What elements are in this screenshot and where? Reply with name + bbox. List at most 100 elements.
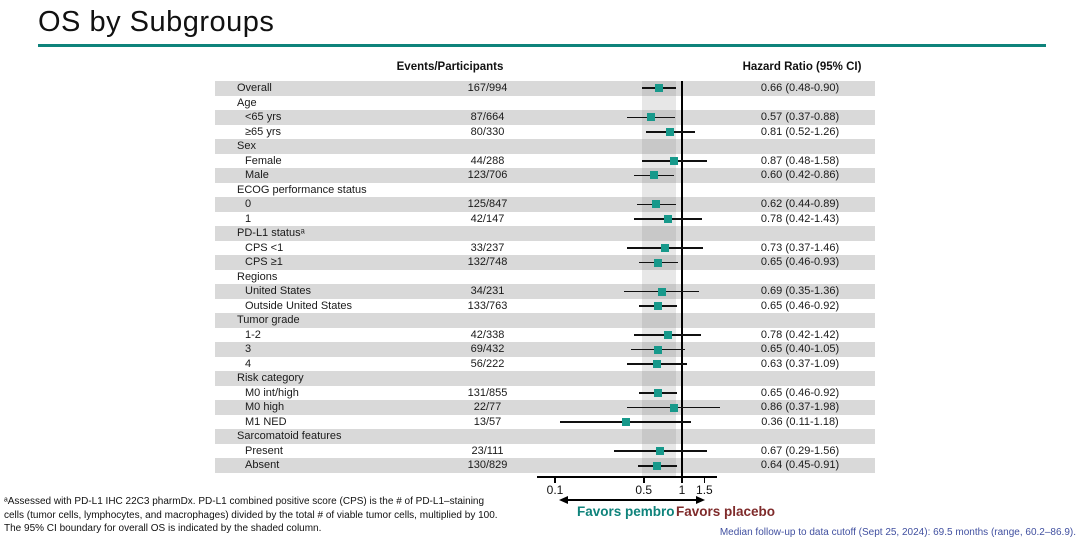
hr-point-marker (621, 418, 630, 427)
footnote-line: cells (tumor cells, lymphocytes, and mac… (4, 509, 498, 521)
subgroup-label: CPS ≥1 (245, 256, 283, 269)
hr-point-marker (666, 127, 675, 136)
x-axis-tick (703, 478, 706, 483)
category-row: Risk category (215, 371, 875, 386)
hr-point-marker (670, 156, 679, 165)
hazard-ratio-value: 0.65 (0.40-1.05) (760, 343, 840, 356)
hr-point-marker (657, 287, 666, 296)
subgroup-label: Male (245, 169, 269, 182)
subgroup-label: Risk category (237, 372, 304, 385)
x-axis-tick (681, 478, 683, 483)
x-axis-tick-label: 0.5 (635, 483, 653, 497)
hazard-ratio-value: 0.65 (0.46-0.93) (760, 256, 840, 269)
hr-point-marker (669, 403, 678, 412)
subgroup-label: 0 (245, 198, 252, 211)
hazard-ratio-value: 0.57 (0.37-0.88) (760, 111, 840, 124)
events-participants-value: 132/748 (467, 256, 508, 269)
subgroup-row: M1 NED 13/57 0.36 (0.11-1.18) (215, 415, 875, 430)
subgroup-label: PD-L1 statusᵃ (237, 227, 305, 240)
hazard-ratio-value: 0.63 (0.37-1.09) (760, 357, 840, 370)
reference-line-hr-1 (681, 81, 683, 483)
subgroup-label: 1-2 (245, 328, 261, 341)
subgroup-row: ≥65 yrs 80/330 0.81 (0.52-1.26) (215, 125, 875, 140)
page-title: OS by Subgroups (38, 6, 275, 38)
events-participants-value: 69/432 (470, 343, 505, 356)
subgroup-row: Female 44/288 0.87 (0.48-1.58) (215, 154, 875, 169)
subgroup-row: 4 56/222 0.63 (0.37-1.09) (215, 357, 875, 372)
hazard-ratio-value: 0.64 (0.45-0.91) (760, 459, 840, 472)
subgroup-row: M0 high 22/77 0.86 (0.37-1.98) (215, 400, 875, 415)
events-participants-value: 56/222 (470, 357, 505, 370)
subgroup-row: CPS ≥1 132/748 0.65 (0.46-0.93) (215, 255, 875, 270)
category-row: Regions (215, 270, 875, 285)
subgroup-label: Outside United States (245, 299, 353, 312)
subgroup-label: Age (237, 96, 257, 109)
x-axis-tick-label: 1.5 (696, 483, 713, 497)
subgroup-row: 1-2 42/338 0.78 (0.42-1.42) (215, 328, 875, 343)
footnote-followup: Median follow-up to data cutoff (Sept 25… (719, 527, 1076, 538)
events-participants-value: 13/57 (473, 415, 502, 428)
subgroup-row: <65 yrs 87/664 0.57 (0.37-0.88) (215, 110, 875, 125)
hazard-ratio-value: 0.65 (0.46-0.92) (760, 299, 840, 312)
hazard-ratio-value: 0.86 (0.37-1.98) (760, 401, 840, 414)
footnote-line: The 95% CI boundary for overall OS is in… (4, 523, 322, 534)
x-axis (537, 476, 717, 478)
hr-point-marker (649, 171, 658, 180)
favors-placebo-label: Favors placebo (676, 504, 776, 519)
category-row: ECOG performance status (215, 183, 875, 198)
category-row: PD-L1 statusᵃ (215, 226, 875, 241)
subgroup-label: Present (245, 444, 283, 457)
hazard-ratio-value: 0.62 (0.44-0.89) (760, 198, 840, 211)
hazard-ratio-value: 0.87 (0.48-1.58) (760, 154, 840, 167)
category-row: Sex (215, 139, 875, 154)
subgroup-label: Female (245, 154, 282, 167)
events-participants-value: 87/664 (470, 111, 505, 124)
events-participants-value: 131/855 (467, 386, 508, 399)
favors-arrow (567, 499, 697, 501)
hazard-ratio-value: 0.78 (0.42-1.42) (760, 328, 840, 341)
hazard-ratio-value: 0.60 (0.42-0.86) (760, 169, 840, 182)
events-participants-value: 123/706 (467, 169, 508, 182)
subgroup-label: Regions (237, 270, 278, 283)
events-participants-value: 44/288 (470, 154, 505, 167)
events-participants-value: 80/330 (470, 125, 505, 138)
x-axis-tick (642, 478, 645, 483)
hazard-ratio-value: 0.67 (0.29-1.56) (760, 444, 840, 457)
hr-point-marker (652, 360, 661, 369)
category-row: Age (215, 96, 875, 111)
events-participants-value: 42/147 (470, 212, 505, 225)
subgroup-row: 3 69/432 0.65 (0.40-1.05) (215, 342, 875, 357)
subgroup-label: M1 NED (245, 415, 287, 428)
events-participants-value: 34/231 (470, 285, 505, 298)
hr-point-marker (664, 214, 673, 223)
hr-point-marker (654, 389, 663, 398)
subgroup-label: CPS <1 (245, 241, 284, 254)
hr-point-marker (655, 447, 664, 456)
favors-arrow-left-head (559, 495, 568, 504)
subgroup-label: M0 high (245, 401, 285, 414)
footnote-pdl1: ᵃAssessed with PD-L1 IHC 22C3 pharmDx. P… (4, 495, 498, 536)
hazard-ratio-value: 0.66 (0.48-0.90) (760, 82, 840, 94)
category-row: Tumor grade (215, 313, 875, 328)
hr-point-marker (660, 243, 669, 252)
hazard-ratio-value: 0.36 (0.11-1.18) (761, 415, 839, 428)
hazard-ratio-column-header: Hazard Ratio (95% CI) (742, 61, 862, 73)
subgroup-label: ≥65 yrs (245, 125, 281, 138)
title-rule (38, 44, 1046, 47)
events-participants-value: 42/338 (470, 328, 505, 341)
events-column-header: Events/Participants (396, 61, 504, 73)
subgroup-label: Sex (237, 140, 256, 153)
subgroup-label: Overall (237, 82, 272, 94)
hr-point-marker (646, 113, 655, 122)
subgroup-row: 0 125/847 0.62 (0.44-0.89) (215, 197, 875, 212)
overall-ci-shaded-band (641, 81, 677, 477)
events-participants-value: 22/77 (473, 401, 502, 414)
subgroup-label: Tumor grade (237, 314, 300, 327)
x-axis-tick (554, 478, 556, 483)
hazard-ratio-value: 0.65 (0.46-0.92) (760, 386, 840, 399)
hazard-ratio-value: 0.69 (0.35-1.36) (760, 285, 840, 298)
subgroup-label: ECOG performance status (237, 183, 367, 196)
subgroup-label: 4 (245, 357, 252, 370)
subgroup-label: M0 int/high (245, 386, 299, 399)
hr-point-marker (655, 84, 664, 93)
